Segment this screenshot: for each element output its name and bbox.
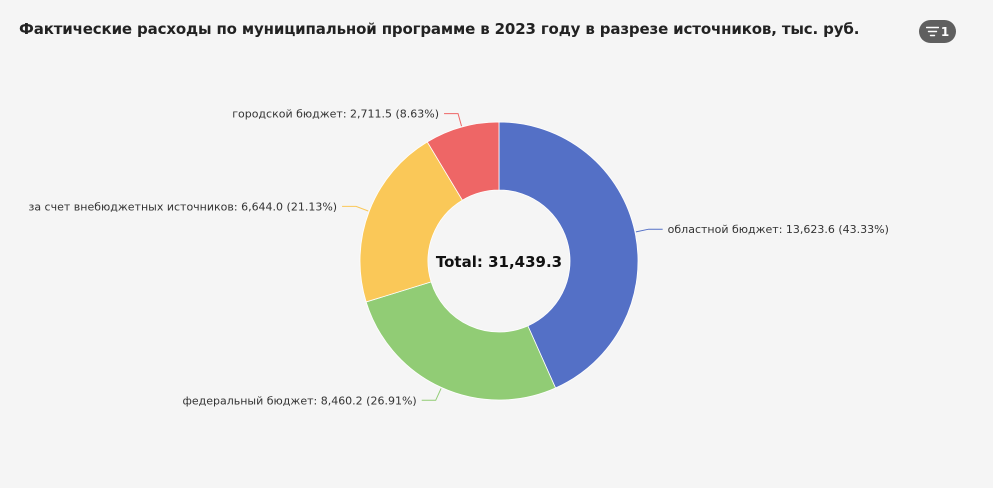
slice-label-3: за счет внебюджетных источников: 6,644.0… xyxy=(28,200,337,213)
slice-1[interactable] xyxy=(498,121,639,389)
slice-2[interactable] xyxy=(365,281,557,401)
leader-line-2 xyxy=(421,388,442,401)
slice-label-4: городской бюджет: 2,711.5 (8.63%) xyxy=(232,108,439,121)
slice-4[interactable] xyxy=(426,121,500,201)
slice-label-2: федеральный бюджет: 8,460.2 (26.91%) xyxy=(182,394,416,407)
leader-line-4 xyxy=(444,113,463,127)
filter-count: 1 xyxy=(940,24,950,39)
slice-3[interactable] xyxy=(359,141,463,303)
total-label: Total: 31,439.3 xyxy=(436,253,562,271)
chart-title: Фактические расходы по муниципальной про… xyxy=(19,20,860,38)
leader-line-1 xyxy=(635,228,663,233)
filter-icon xyxy=(925,26,939,37)
leader-line-3 xyxy=(342,205,369,212)
filter-button[interactable]: 1 xyxy=(919,20,956,43)
slice-label-1: областной бюджет: 13,623.6 (43.33%) xyxy=(668,223,889,236)
